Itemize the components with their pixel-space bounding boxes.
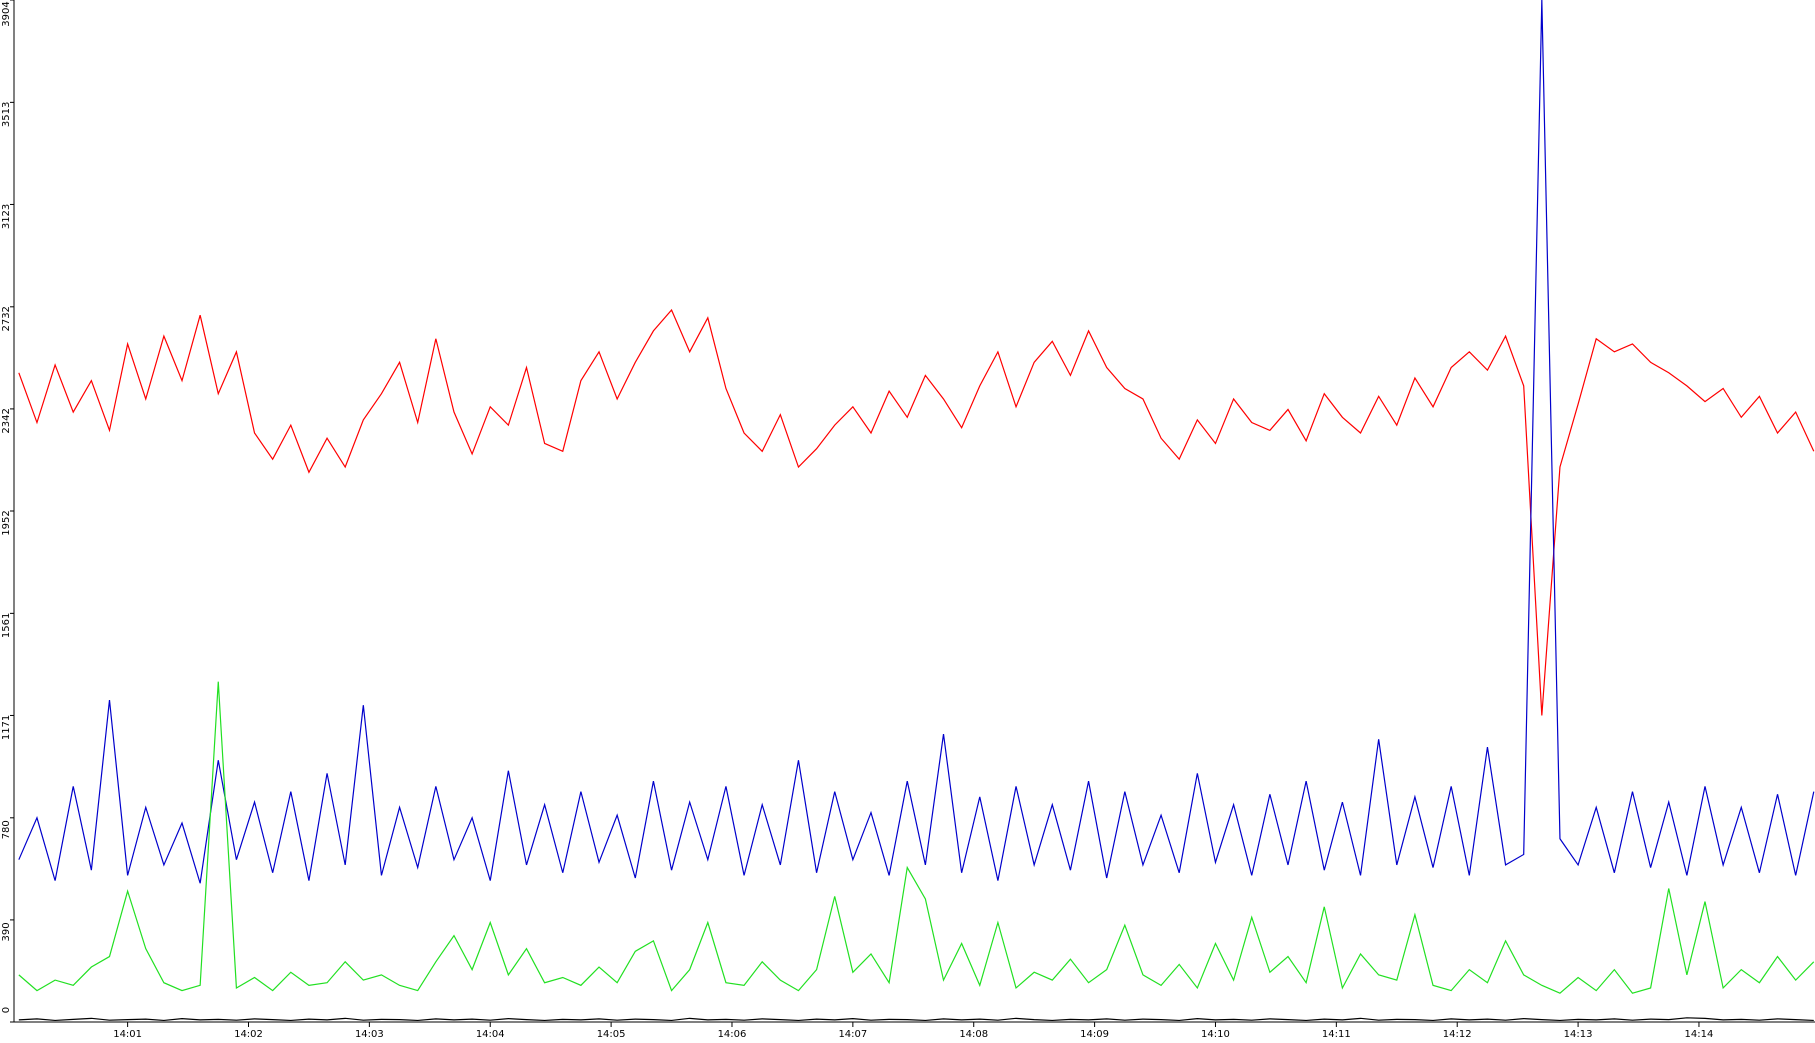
y-tick-label: 390 <box>1 922 12 941</box>
x-tick-label: 14:13 <box>1564 1029 1593 1039</box>
x-tick-label: 14:06 <box>718 1029 747 1039</box>
y-tick-label: 3123 <box>1 204 12 229</box>
data-line <box>18 0 1815 884</box>
x-tick-label: 14:03 <box>355 1029 384 1039</box>
x-tick-label: 14:12 <box>1443 1029 1472 1039</box>
data-line <box>18 308 1815 716</box>
x-tick-label: 14:02 <box>234 1029 263 1039</box>
data-line <box>18 681 1815 994</box>
x-tick-label: 14:01 <box>113 1029 142 1039</box>
x-tick-label: 14:05 <box>597 1029 626 1039</box>
x-tick-label: 14:08 <box>959 1029 988 1039</box>
y-tick-label: 2732 <box>1 306 12 331</box>
y-tick-label: 1171 <box>1 715 12 740</box>
y-tick-label: 780 <box>1 820 12 839</box>
x-tick-label: 14:04 <box>476 1029 505 1039</box>
x-tick-label: 14:14 <box>1685 1029 1714 1039</box>
y-tick-label: 3904 <box>1 1 12 26</box>
x-tick-label: 14:07 <box>838 1029 867 1039</box>
x-tick-label: 14:09 <box>1080 1029 1109 1039</box>
x-tick-label: 14:10 <box>1201 1029 1230 1039</box>
y-tick-label: 1952 <box>1 510 12 535</box>
data-line <box>18 1017 1814 1022</box>
y-tick-label: 1561 <box>1 613 12 638</box>
y-tick-label: 2342 <box>1 408 12 433</box>
y-tick-label: 0 <box>1 1007 12 1013</box>
y-tick-label: 3513 <box>1 102 12 127</box>
x-tick-label: 14:11 <box>1322 1029 1351 1039</box>
